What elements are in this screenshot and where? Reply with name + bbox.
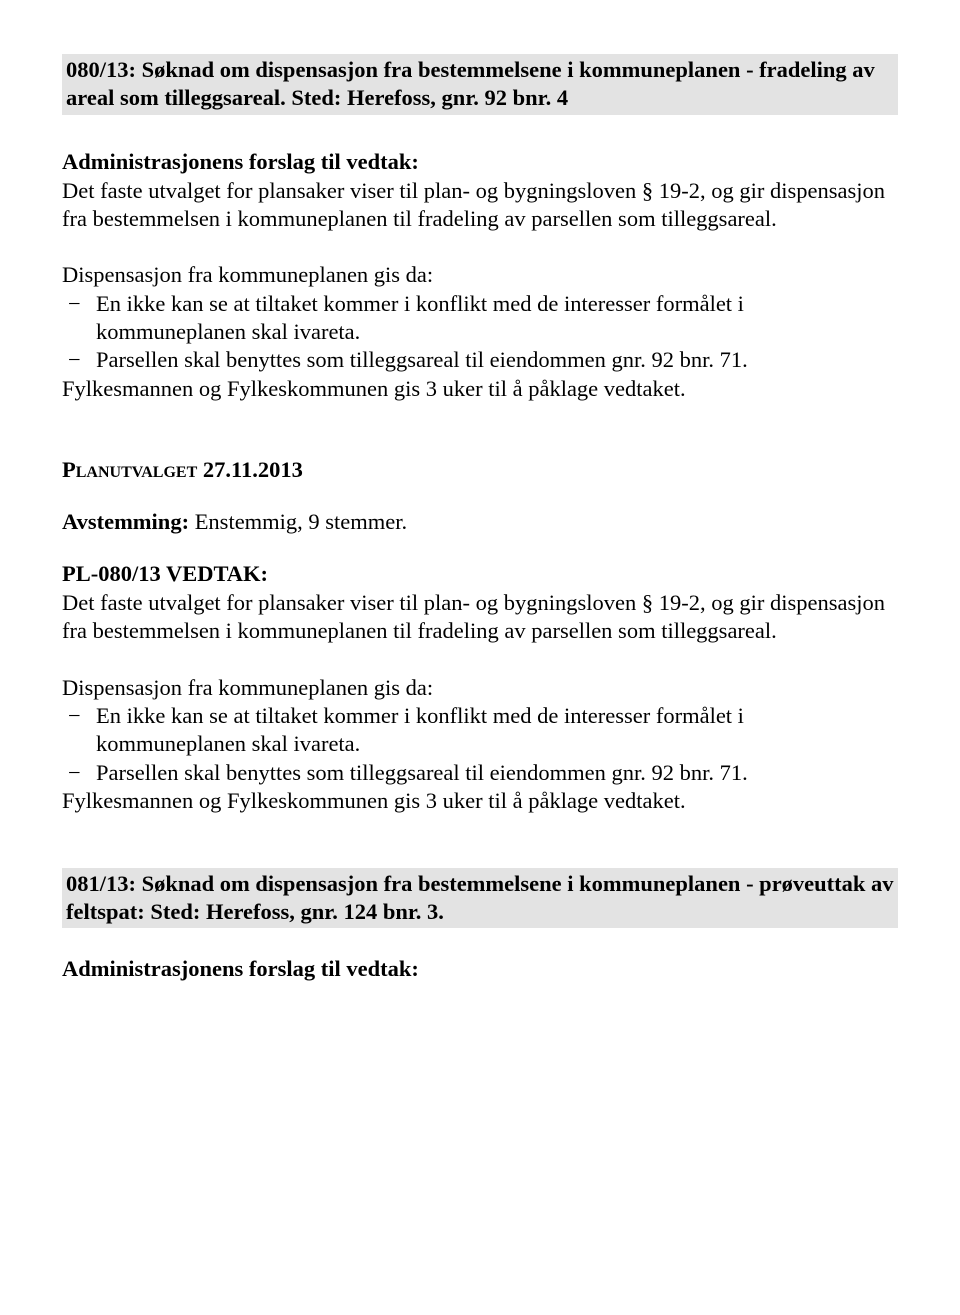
dispensation-intro: Dispensasjon fra kommuneplanen gis da:	[62, 261, 898, 289]
list-item: En ikke kan se at tiltaket kommer i konf…	[62, 702, 898, 759]
decision-dispensation-list: En ikke kan se at tiltaket kommer i konf…	[62, 702, 898, 787]
case-header-text: 080/13: Søknad om dispensasjon fra beste…	[66, 57, 875, 110]
vote-line: Avstemming: Enstemmig, 9 stemmer.	[62, 509, 898, 535]
list-item: Parsellen skal benyttes som tilleggsarea…	[62, 759, 898, 787]
case-header-text: 081/13: Søknad om dispensasjon fra beste…	[66, 871, 894, 924]
decision-heading: PL-080/13 VEDTAK:	[62, 561, 898, 587]
document-page: 080/13: Søknad om dispensasjon fra beste…	[0, 0, 960, 1024]
case-header-081-13: 081/13: Søknad om dispensasjon fra beste…	[62, 868, 898, 929]
case-header-080-13: 080/13: Søknad om dispensasjon fra beste…	[62, 54, 898, 115]
decision-dispensation-intro: Dispensasjon fra kommuneplanen gis da:	[62, 674, 898, 702]
dispensation-list: En ikke kan se at tiltaket kommer i konf…	[62, 290, 898, 375]
vote-label: Avstemming:	[62, 509, 189, 534]
list-item: Parsellen skal benyttes som tilleggsarea…	[62, 346, 898, 374]
vote-result: Enstemmig, 9 stemmer.	[195, 509, 407, 534]
admin-proposal-heading: Administrasjonens forslag til vedtak:	[62, 149, 898, 175]
committee-date: 27.11.2013	[203, 457, 303, 482]
committee-heading: Planutvalget 27.11.2013	[62, 457, 898, 483]
appeal-notice: Fylkesmannen og Fylkeskommunen gis 3 uke…	[62, 375, 898, 403]
list-item: En ikke kan se at tiltaket kommer i konf…	[62, 290, 898, 347]
committee-name: Planutvalget	[62, 457, 197, 482]
admin-proposal-paragraph: Det faste utvalget for plansaker viser t…	[62, 177, 898, 234]
decision-appeal-notice: Fylkesmannen og Fylkeskommunen gis 3 uke…	[62, 787, 898, 815]
admin-proposal-heading-2: Administrasjonens forslag til vedtak:	[62, 956, 898, 982]
decision-paragraph: Det faste utvalget for plansaker viser t…	[62, 589, 898, 646]
